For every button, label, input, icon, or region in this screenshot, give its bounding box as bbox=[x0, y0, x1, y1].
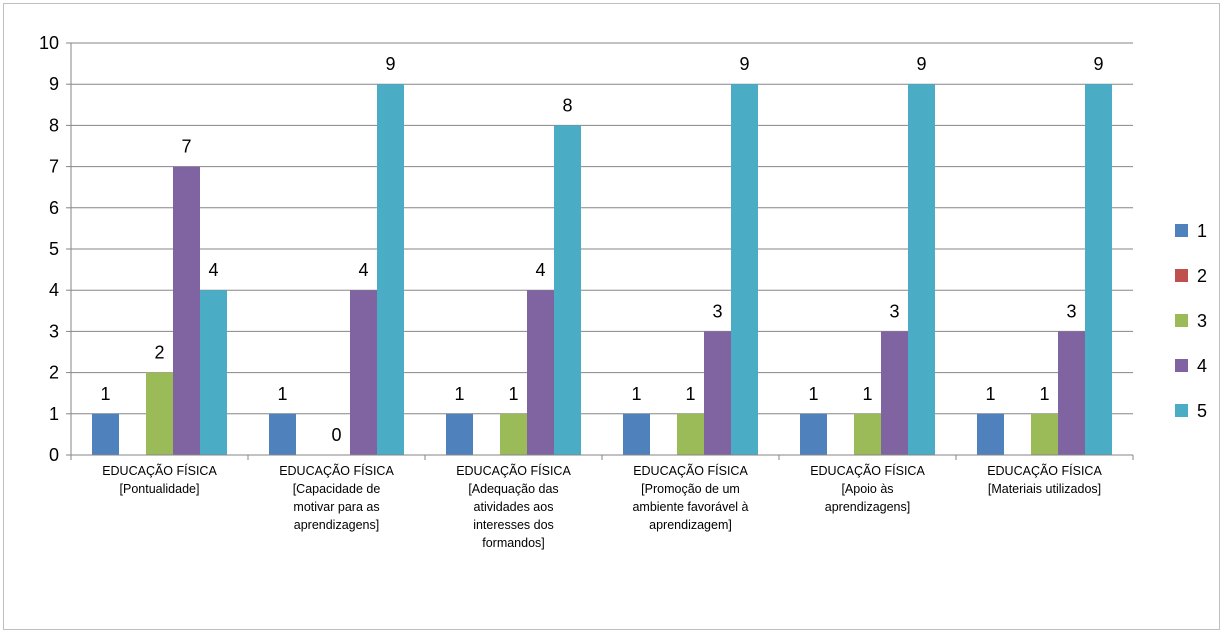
bar-series-3 bbox=[677, 413, 704, 455]
bar-series-1 bbox=[446, 413, 473, 455]
category-labels: EDUCAÇÃO FÍSICA [Pontualidade] EDUCAÇÃO FÍ… bbox=[102, 463, 1102, 550]
data-label: 7 bbox=[181, 137, 191, 157]
data-label: 9 bbox=[916, 54, 926, 74]
data-label: 1 bbox=[454, 384, 464, 404]
data-label: 1 bbox=[100, 384, 110, 404]
bar-series-1 bbox=[92, 413, 119, 455]
x-category-label: EDUCAÇÃO FÍSICA [Promoção de um ambiente f… bbox=[632, 463, 748, 532]
legend-label: 2 bbox=[1197, 266, 1207, 286]
bar-series-4 bbox=[527, 290, 554, 455]
bar-series-1 bbox=[269, 413, 296, 455]
data-label: 8 bbox=[562, 95, 572, 115]
legend-swatch bbox=[1175, 404, 1188, 417]
gridlines bbox=[71, 42, 1133, 415]
bar-series-4 bbox=[1058, 331, 1085, 455]
legend-label: 1 bbox=[1197, 221, 1207, 241]
bar-series-3 bbox=[500, 413, 527, 455]
data-label: 9 bbox=[739, 54, 749, 74]
data-labels: 1 1 1 1 1 1 2 0 1 1 1 1 7 4 4 3 3 3 4 9 8 9 9 9 bbox=[100, 54, 1103, 445]
y-tick-label: 6 bbox=[49, 198, 59, 218]
data-label: 9 bbox=[1093, 54, 1103, 74]
x-category-label: EDUCAÇÃO FÍSICA [Pontualidade] bbox=[102, 463, 217, 496]
y-tick-label: 4 bbox=[49, 280, 59, 300]
x-category-label: EDUCAÇÃO FÍSICA [Capacidade de motivar par… bbox=[279, 463, 394, 532]
bar-series-4 bbox=[173, 166, 200, 455]
bar-series-5 bbox=[554, 125, 581, 456]
bar-series-5 bbox=[1085, 84, 1112, 455]
bar-series-5 bbox=[731, 84, 758, 455]
y-tick-label: 0 bbox=[49, 445, 59, 465]
bar-series-4 bbox=[350, 290, 377, 455]
x-category-label: EDUCAÇÃO FÍSICA [Adequação das atividades … bbox=[456, 463, 571, 550]
y-tick-label: 5 bbox=[49, 239, 59, 259]
data-label: 1 bbox=[508, 384, 518, 404]
data-label: 1 bbox=[862, 384, 872, 404]
data-label: 3 bbox=[889, 301, 899, 321]
legend-swatch bbox=[1175, 269, 1188, 282]
y-tick-label: 10 bbox=[39, 33, 59, 53]
data-label: 2 bbox=[154, 343, 164, 363]
legend-label: 5 bbox=[1197, 401, 1207, 421]
data-label: 0 bbox=[331, 425, 341, 445]
x-category-label: EDUCAÇÃO FÍSICA [Materiais utilizados] bbox=[987, 463, 1102, 496]
bar-series-1 bbox=[977, 413, 1004, 455]
legend-swatch bbox=[1175, 359, 1188, 372]
legend-label: 4 bbox=[1197, 356, 1207, 376]
bar-series-3 bbox=[854, 413, 881, 455]
y-tick-label: 2 bbox=[49, 363, 59, 383]
data-label: 1 bbox=[685, 384, 695, 404]
data-label: 3 bbox=[1066, 301, 1076, 321]
data-label: 4 bbox=[535, 260, 545, 280]
data-label: 1 bbox=[985, 384, 995, 404]
bar-series-1 bbox=[623, 413, 650, 455]
data-label: 4 bbox=[358, 260, 368, 280]
data-label: 4 bbox=[208, 260, 218, 280]
bar-series-4 bbox=[704, 331, 731, 455]
x-category-label: EDUCAÇÃO FÍSICA [Apoio às aprendizagens] bbox=[810, 463, 925, 514]
data-label: 1 bbox=[1039, 384, 1049, 404]
bar-series-1 bbox=[800, 413, 827, 455]
y-tick-label: 8 bbox=[49, 115, 59, 135]
legend-swatch bbox=[1175, 314, 1188, 327]
y-tick-label: 9 bbox=[49, 74, 59, 94]
legend-label: 3 bbox=[1197, 311, 1207, 331]
legend: 1 2 3 4 5 bbox=[1175, 221, 1207, 421]
data-label: 9 bbox=[385, 54, 395, 74]
y-tick-label: 1 bbox=[49, 404, 59, 424]
bar-series-3 bbox=[146, 372, 173, 455]
data-label: 1 bbox=[808, 384, 818, 404]
legend-swatch bbox=[1175, 224, 1188, 237]
bar-series-5 bbox=[200, 290, 227, 455]
bar-series-5 bbox=[377, 84, 404, 455]
y-tick-label: 7 bbox=[49, 157, 59, 177]
data-label: 1 bbox=[277, 384, 287, 404]
axes bbox=[66, 42, 1134, 460]
bars bbox=[92, 84, 1112, 456]
bar-series-5 bbox=[908, 84, 935, 455]
bar-series-3 bbox=[1031, 413, 1058, 455]
y-axis-ticks: 0 1 2 3 4 5 6 7 8 9 10 bbox=[39, 33, 59, 465]
data-label: 1 bbox=[631, 384, 641, 404]
y-tick-label: 3 bbox=[49, 321, 59, 341]
data-label: 3 bbox=[712, 301, 722, 321]
bar-series-4 bbox=[881, 331, 908, 455]
